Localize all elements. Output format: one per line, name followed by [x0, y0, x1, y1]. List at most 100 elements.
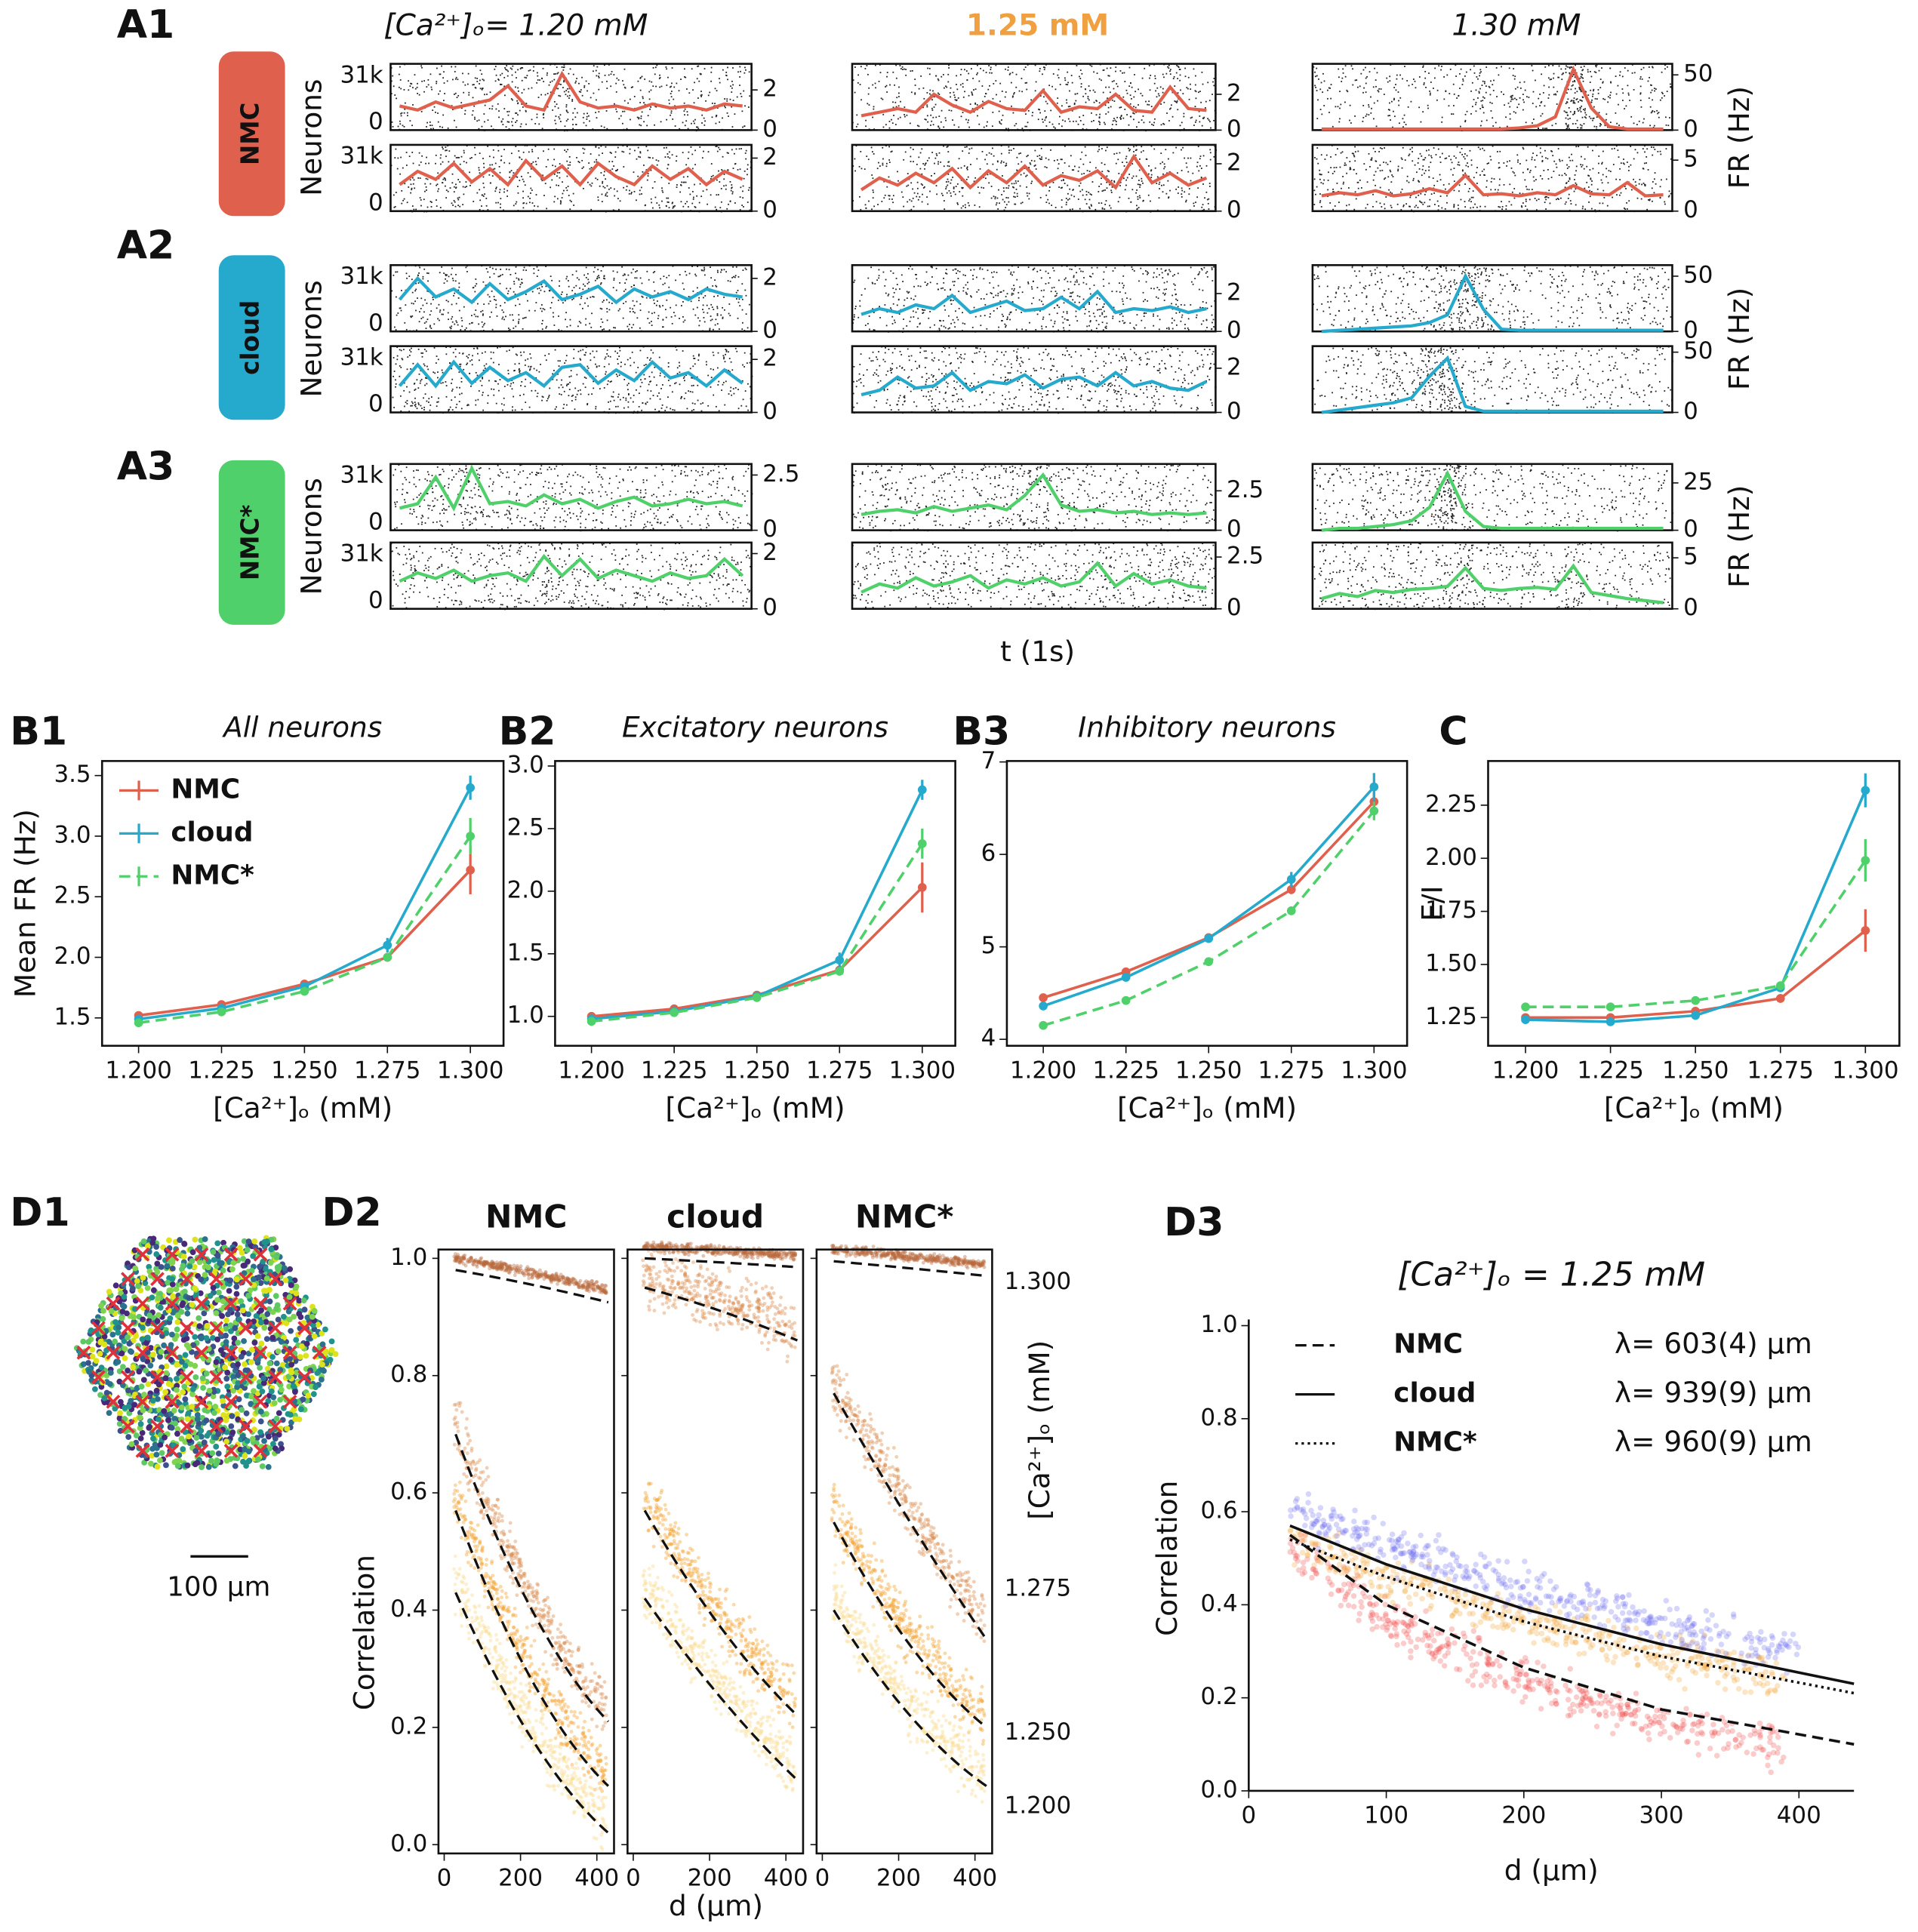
spike [1655, 183, 1657, 185]
spike [576, 157, 577, 158]
spike [943, 126, 945, 128]
spike [571, 290, 574, 291]
spike [482, 78, 484, 81]
spike [410, 183, 412, 186]
spike [919, 196, 921, 198]
spike [1044, 119, 1046, 122]
spike [1512, 75, 1514, 76]
spike [1145, 158, 1147, 160]
spike [1195, 202, 1196, 204]
spike [1165, 192, 1168, 195]
spike [531, 151, 534, 152]
spike [595, 146, 597, 148]
spike [1201, 125, 1203, 127]
spike [442, 100, 445, 102]
spike [1525, 198, 1527, 201]
spike [1051, 85, 1053, 88]
spike [1162, 161, 1164, 163]
spike [679, 317, 680, 319]
spike [1021, 202, 1024, 204]
spike [1630, 164, 1632, 166]
spike [515, 122, 517, 123]
spike [709, 91, 711, 94]
spike [720, 188, 722, 189]
spike [913, 298, 915, 300]
spike [445, 149, 446, 152]
spike [601, 308, 603, 310]
spike [542, 319, 543, 321]
spike [1526, 188, 1529, 190]
spike [1113, 181, 1116, 183]
spike [741, 328, 743, 331]
spike [1082, 281, 1085, 284]
spike [420, 199, 422, 201]
spike [583, 122, 585, 124]
spike [888, 146, 890, 148]
spike [1576, 119, 1578, 122]
spike [560, 83, 562, 85]
spike [1122, 117, 1125, 119]
spike [1045, 115, 1048, 118]
spike [990, 292, 992, 294]
spike [907, 184, 910, 186]
spike [1162, 173, 1164, 175]
spike [528, 309, 531, 312]
spike [988, 152, 990, 154]
spike [999, 122, 1001, 124]
spike [676, 155, 678, 157]
spike [676, 184, 678, 186]
spike [892, 71, 894, 73]
spike [1106, 67, 1108, 69]
spike [747, 189, 750, 191]
spike [581, 159, 583, 162]
spike [1388, 189, 1390, 191]
spike [1630, 115, 1633, 118]
spike [1664, 201, 1666, 203]
spike [543, 81, 545, 82]
spike [1323, 105, 1325, 106]
spike [1164, 166, 1166, 168]
spike [868, 200, 870, 202]
spike [1670, 86, 1671, 88]
spike [433, 128, 434, 130]
spike [602, 321, 604, 323]
spike [1064, 77, 1066, 79]
spike [658, 78, 660, 79]
spike [1464, 121, 1467, 123]
spike [867, 277, 870, 279]
spike [1565, 103, 1567, 105]
spike [1027, 122, 1029, 124]
spike [1397, 168, 1399, 171]
spike [1582, 77, 1584, 79]
spike [985, 72, 987, 73]
spike [1346, 209, 1347, 211]
spike [557, 299, 559, 301]
spike [546, 325, 548, 328]
spike [879, 306, 881, 308]
spike [444, 93, 445, 94]
spike [917, 317, 919, 319]
spike [1030, 99, 1033, 101]
spike [454, 280, 457, 282]
spike [453, 160, 455, 162]
spike [908, 291, 910, 293]
spike [1581, 105, 1583, 107]
spike [1117, 158, 1119, 161]
spike [514, 294, 516, 295]
spike [1192, 283, 1194, 285]
spike [617, 168, 619, 171]
spike [1462, 80, 1464, 82]
spike [1190, 180, 1192, 182]
spike [473, 105, 476, 107]
spike [1205, 272, 1207, 274]
spike [635, 271, 636, 273]
spike [1137, 195, 1139, 198]
spike [694, 118, 696, 121]
spike [882, 164, 884, 166]
spike [997, 294, 999, 297]
spike [1177, 78, 1179, 80]
spike [999, 82, 1002, 85]
spike [1518, 103, 1520, 106]
spike [931, 266, 933, 269]
spike [895, 106, 897, 108]
